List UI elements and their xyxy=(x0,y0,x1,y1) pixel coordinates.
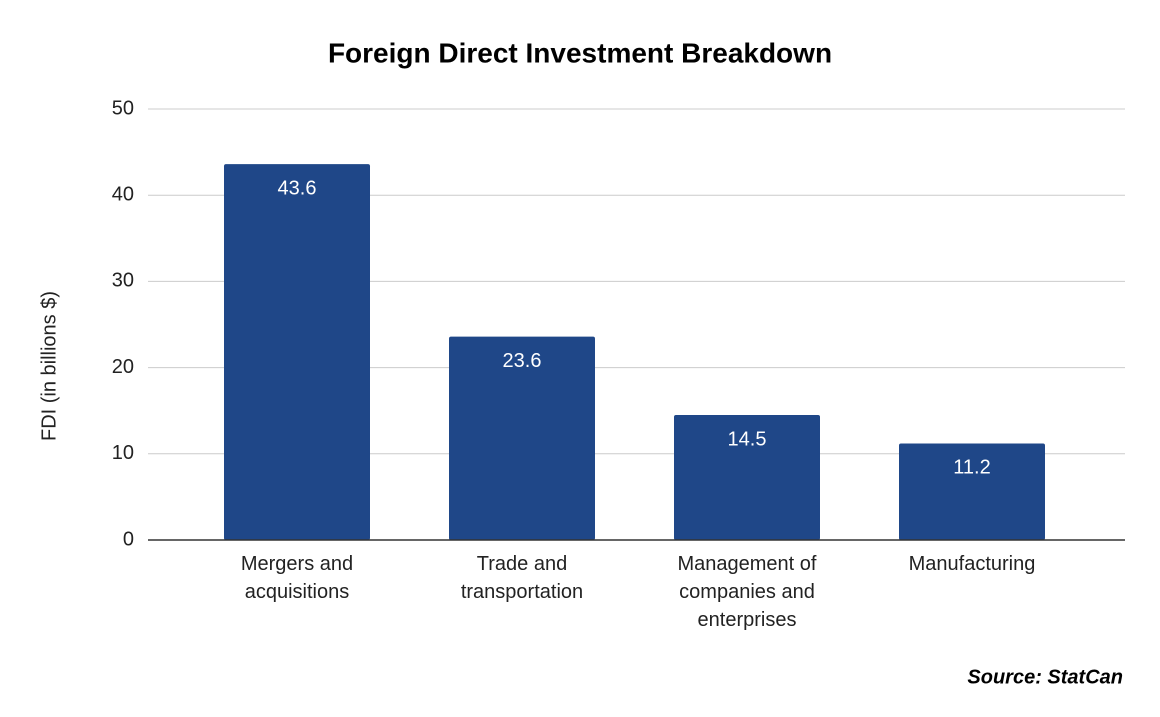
y-tick-label: 0 xyxy=(123,528,134,550)
bar xyxy=(674,415,820,540)
y-tick-label: 10 xyxy=(112,442,134,464)
value-label: 23.6 xyxy=(503,350,542,372)
bar xyxy=(224,164,370,540)
x-tick-label: Management of companies and enterprises xyxy=(677,553,817,631)
chart-title: Foreign Direct Investment Breakdown xyxy=(328,37,832,68)
y-tick-label: 20 xyxy=(112,356,134,378)
x-tick-label: Mergers and acquisitions xyxy=(240,553,354,603)
bar xyxy=(449,336,595,540)
value-label: 11.2 xyxy=(953,457,990,479)
x-tick-label: Manufacturing xyxy=(908,553,1036,575)
y-tick-label: 40 xyxy=(112,183,134,205)
value-label: 43.6 xyxy=(278,177,317,199)
y-axis-label: FDI (in billions $) xyxy=(38,291,60,441)
x-tick-label: Trade and transportation xyxy=(460,553,584,603)
y-tick-label: 30 xyxy=(112,270,134,292)
bar xyxy=(899,443,1045,540)
value-label: 14.5 xyxy=(728,428,767,450)
y-tick-label: 50 xyxy=(112,97,134,119)
source-note: Source: StatCan xyxy=(967,666,1123,688)
